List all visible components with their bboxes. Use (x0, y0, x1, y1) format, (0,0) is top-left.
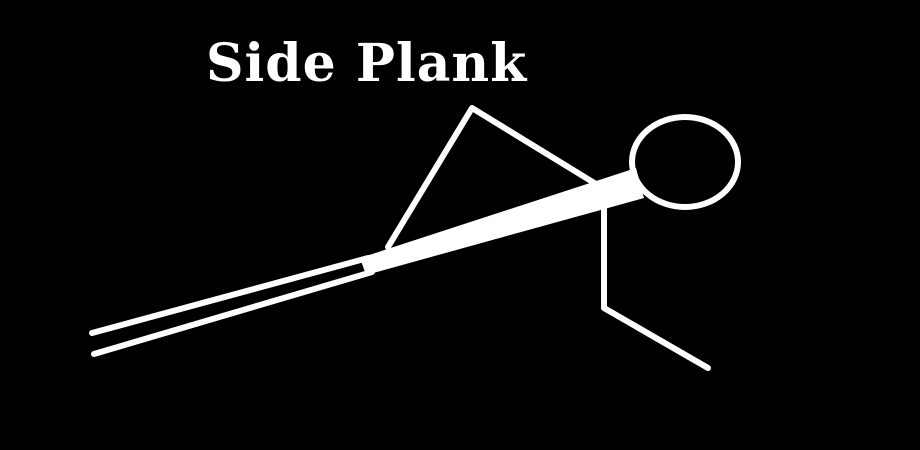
page-title: Side Plank (206, 33, 528, 94)
head (629, 114, 741, 210)
torso (360, 168, 644, 275)
raised-arm (385, 105, 599, 250)
stick-figure (89, 105, 741, 371)
support-arm (601, 195, 711, 371)
leg-lower (91, 269, 375, 357)
leg-upper (89, 255, 371, 336)
